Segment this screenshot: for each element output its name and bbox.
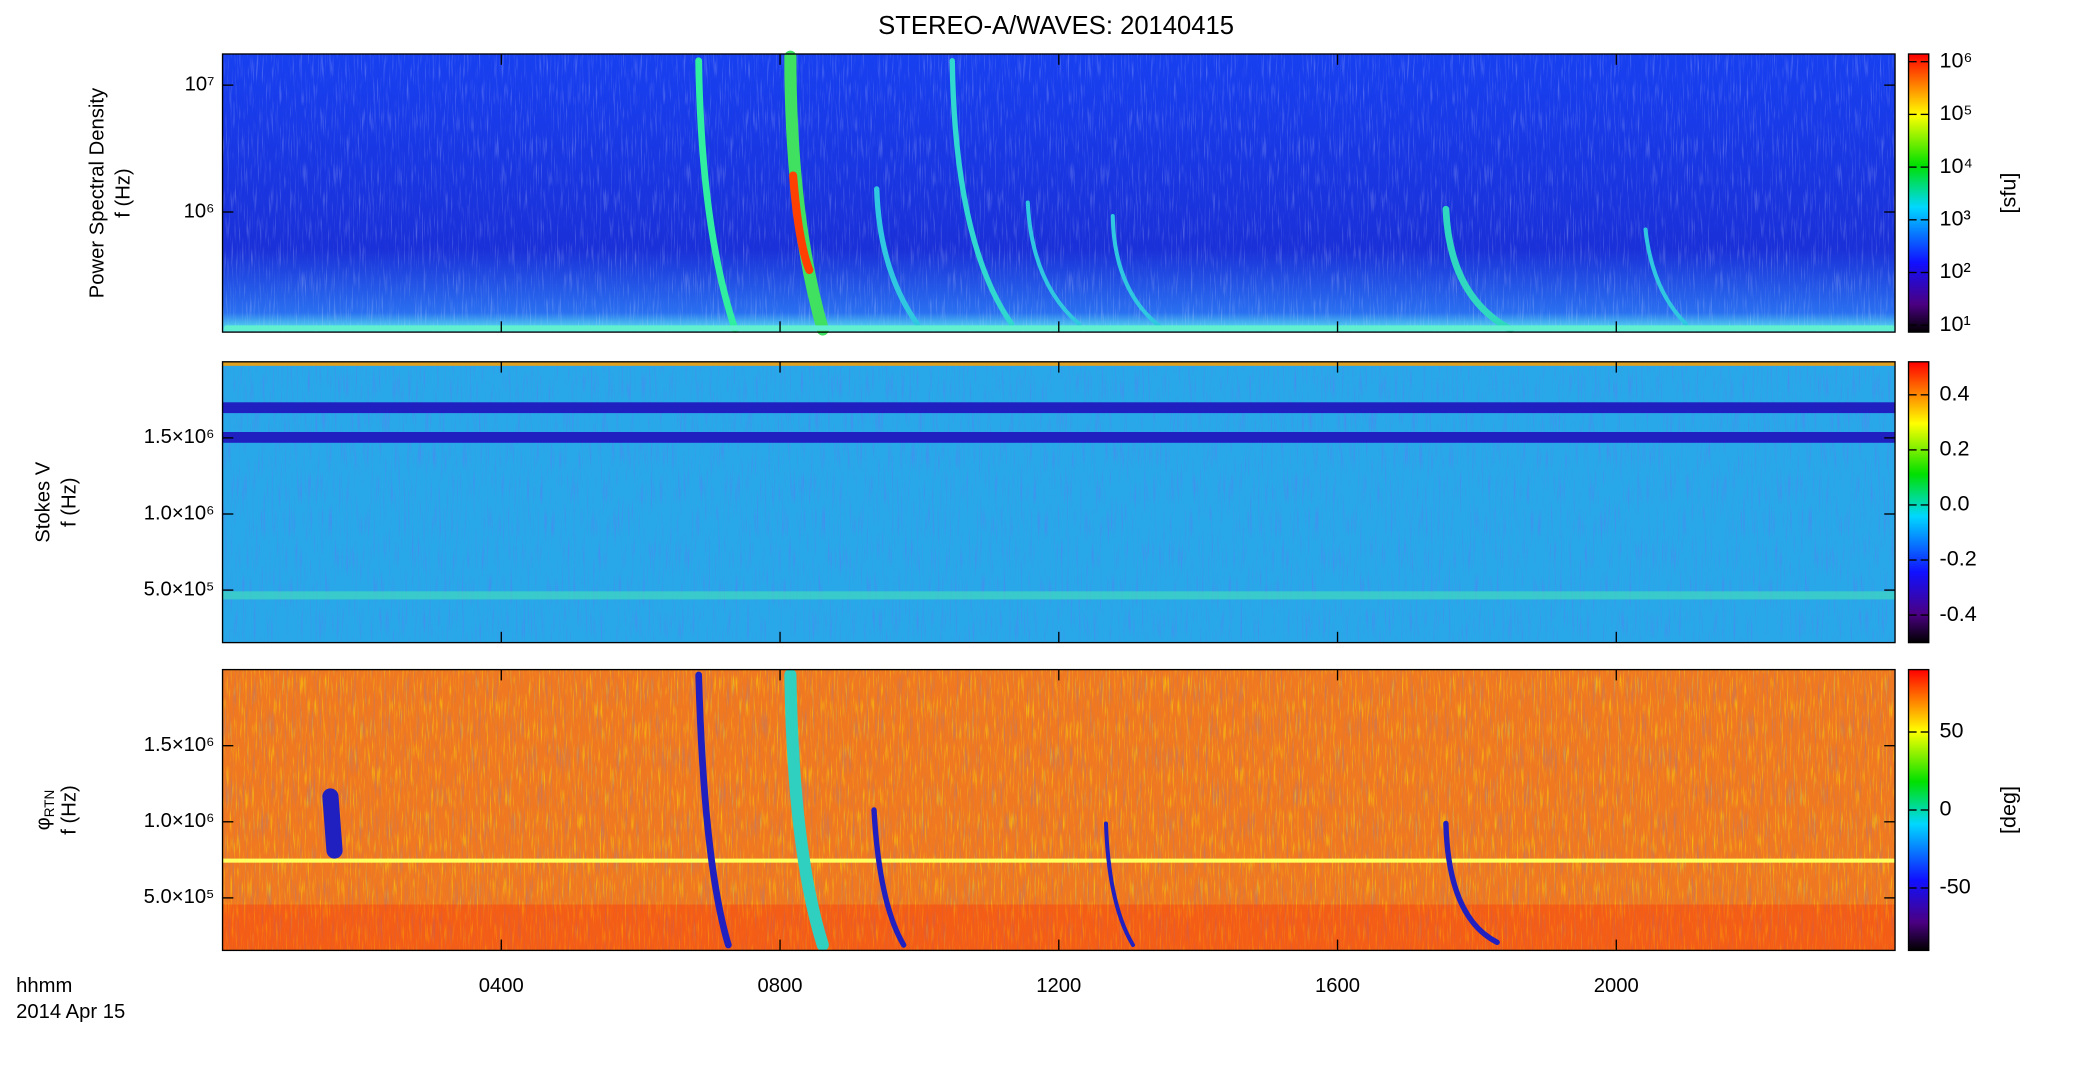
colorbar-tick-label: 10⁶ bbox=[1940, 47, 1973, 72]
y-tick-label: 1.5×10⁶ bbox=[144, 734, 215, 756]
y-axis-label-main: φ bbox=[33, 817, 55, 830]
y-axis-label-sub: RTN bbox=[41, 790, 56, 817]
colorbar-label: [sfu] bbox=[1995, 173, 2020, 214]
frames bbox=[221, 53, 1930, 952]
x-axis-label: hhmm bbox=[16, 975, 72, 997]
x-tick-label: 1600 bbox=[1315, 975, 1360, 997]
colorbar-tick-label: 10² bbox=[1940, 258, 1971, 283]
date-label: 2014 Apr 15 bbox=[16, 1001, 125, 1023]
spectrogram-1 bbox=[222, 50, 1896, 336]
colorbar-tick-label: 10⁴ bbox=[1940, 153, 1973, 178]
colorbar-label: [deg] bbox=[1995, 786, 2020, 834]
y-tick-label: 1.5×10⁶ bbox=[144, 426, 215, 448]
colorbar-tick-label: -0.4 bbox=[1940, 601, 1977, 626]
y-axis-label: φRTN bbox=[33, 790, 57, 831]
y-axis-label-2: f (Hz) bbox=[112, 168, 134, 217]
y-axis-label-2: f (Hz) bbox=[58, 785, 80, 834]
chart-title: STEREO-A/WAVES: 20140415 bbox=[878, 12, 1234, 40]
spectrogram-3 bbox=[222, 668, 1896, 952]
y-axis-label: Stokes V bbox=[33, 461, 55, 543]
colorbar-tick-label: 0 bbox=[1940, 796, 1952, 821]
colorbar-tick-label: 0.0 bbox=[1940, 491, 1970, 516]
colorbar-tick-label: 0.2 bbox=[1940, 436, 1970, 461]
colorbar-tick-label: -50 bbox=[1940, 874, 1971, 899]
colorbar-tick-label: 10³ bbox=[1940, 206, 1971, 231]
x-tick-label: 0800 bbox=[758, 975, 803, 997]
y-tick-label: 10⁷ bbox=[185, 73, 215, 95]
colorbar-tick-label: 10¹ bbox=[1940, 311, 1971, 336]
y-axis-label: Power Spectral Density bbox=[87, 87, 109, 298]
y-tick-label: 1.0×10⁶ bbox=[144, 502, 215, 524]
y-tick-label: 1.0×10⁶ bbox=[144, 810, 215, 832]
colorbar-tick-label: 0.4 bbox=[1940, 381, 1970, 406]
colorbar-tick-label: -0.2 bbox=[1940, 546, 1977, 571]
y-tick-label: 10⁶ bbox=[184, 200, 215, 222]
x-tick-label: 0400 bbox=[479, 975, 524, 997]
colorbar-tick-label: 50 bbox=[1940, 718, 1964, 743]
y-axis-label-2: f (Hz) bbox=[58, 477, 80, 526]
y-axis-label-main: Stokes V bbox=[33, 461, 55, 543]
y-tick-label: 5.0×10⁵ bbox=[144, 578, 215, 600]
colorbar-tick-label: 10⁵ bbox=[1940, 100, 1973, 125]
y-axis-label-main: Power Spectral Density bbox=[87, 87, 109, 298]
y-tick-label: 5.0×10⁵ bbox=[144, 886, 215, 908]
spectrogram-2 bbox=[222, 361, 1896, 643]
x-tick-label: 2000 bbox=[1594, 975, 1639, 997]
x-tick-label: 1200 bbox=[1036, 975, 1081, 997]
